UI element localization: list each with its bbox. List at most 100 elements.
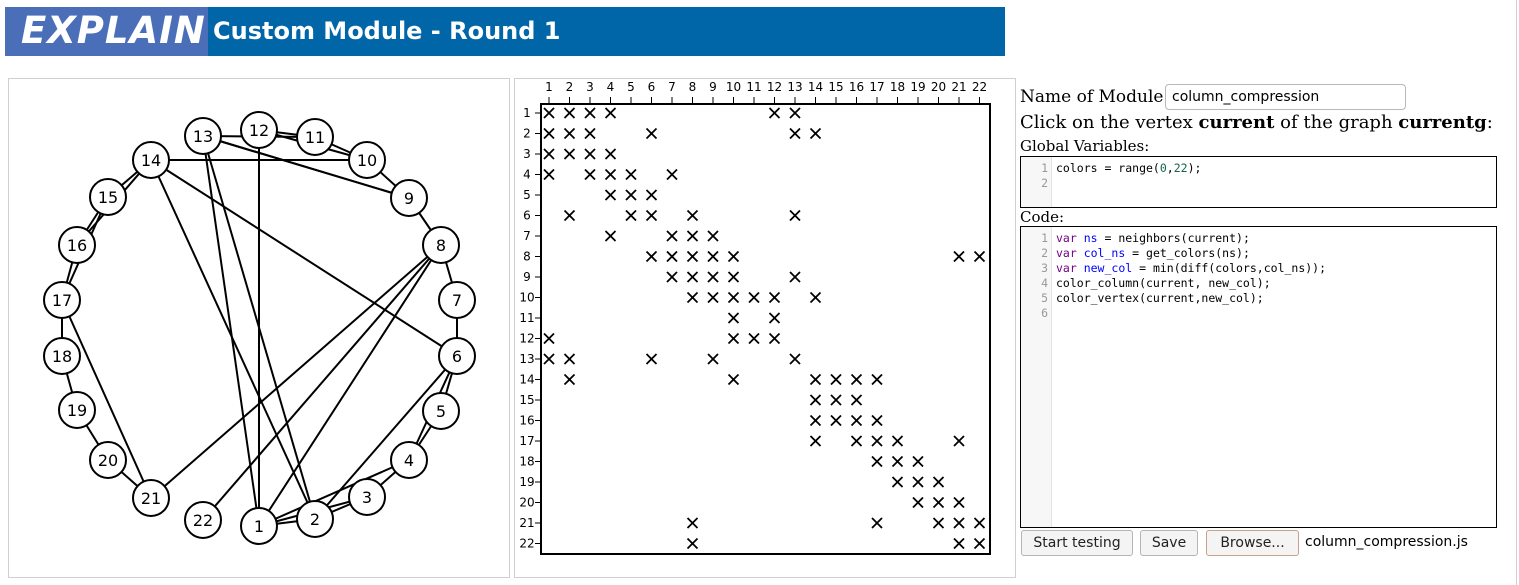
code-line[interactable]: 6 bbox=[1021, 306, 1496, 321]
graph-vertex-3[interactable]: 3 bbox=[348, 478, 386, 516]
matrix-mark-1-4[interactable] bbox=[604, 107, 617, 119]
matrix-mark-2-1[interactable] bbox=[543, 127, 555, 140]
graph-edge-8-21[interactable] bbox=[150, 244, 442, 499]
vertex-circle[interactable] bbox=[422, 392, 460, 430]
matrix-mark-12-11[interactable] bbox=[748, 332, 760, 345]
matrix-mark-9-13[interactable] bbox=[789, 271, 801, 283]
matrix-mark-8-10[interactable] bbox=[727, 250, 740, 263]
matrix-mark-15-15[interactable] bbox=[830, 394, 842, 406]
graph-vertex-12[interactable]: 12 bbox=[240, 111, 278, 149]
vertex-circle[interactable] bbox=[43, 337, 81, 375]
matrix-mark-5-6[interactable] bbox=[645, 189, 658, 201]
matrix-mark-19-19[interactable] bbox=[912, 476, 924, 488]
matrix-mark-10-8[interactable] bbox=[686, 291, 699, 304]
vertex-circle[interactable] bbox=[390, 441, 428, 479]
matrix-mark-21-22[interactable] bbox=[973, 517, 986, 529]
code-line[interactable]: 5 color_vertex(current,new_col); bbox=[1021, 291, 1496, 306]
matrix-mark-21-21[interactable] bbox=[953, 517, 965, 529]
vertex-circle[interactable] bbox=[438, 337, 476, 375]
browse-button[interactable]: Browse... bbox=[1206, 530, 1299, 556]
matrix-mark-17-16[interactable] bbox=[850, 435, 863, 447]
matrix-mark-1-2[interactable] bbox=[563, 107, 576, 119]
graph-edge-1-13[interactable] bbox=[202, 135, 260, 527]
matrix-mark-21-8[interactable] bbox=[686, 517, 699, 529]
graph-vertex-2[interactable]: 2 bbox=[296, 500, 334, 538]
graph-canvas[interactable]: 1 2 3 4 5 6 7 8 9 10 11 12 13 14 15 16 17 18 19 20 21 22 bbox=[8, 78, 510, 578]
matrix-mark-9-10[interactable] bbox=[727, 271, 740, 283]
matrix-mark-22-22[interactable] bbox=[973, 537, 986, 550]
graph-vertex-10[interactable]: 10 bbox=[348, 141, 386, 179]
matrix-mark-1-1[interactable] bbox=[543, 107, 555, 119]
matrix-mark-21-20[interactable] bbox=[932, 517, 945, 529]
graph-edge-2-14[interactable] bbox=[150, 159, 316, 520]
graph-edge-8-22[interactable] bbox=[202, 244, 442, 521]
matrix-mark-10-10[interactable] bbox=[727, 291, 740, 304]
graph-edge-2-13[interactable] bbox=[202, 135, 316, 520]
vertex-circle[interactable] bbox=[438, 281, 476, 319]
graph-edge-1-4[interactable] bbox=[258, 459, 410, 527]
matrix-mark-15-14[interactable] bbox=[809, 394, 822, 406]
matrix-mark-7-8[interactable] bbox=[686, 230, 699, 242]
vertex-circle[interactable] bbox=[89, 178, 127, 216]
vertex-circle[interactable] bbox=[240, 111, 278, 149]
matrix-mark-17-14[interactable] bbox=[809, 435, 822, 447]
matrix-mark-7-4[interactable] bbox=[604, 230, 617, 242]
matrix-mark-14-15[interactable] bbox=[830, 373, 842, 386]
matrix-mark-10-12[interactable] bbox=[768, 291, 781, 304]
graph-vertex-18[interactable]: 18 bbox=[43, 337, 81, 375]
matrix-mark-14-17[interactable] bbox=[871, 373, 883, 386]
matrix-mark-22-21[interactable] bbox=[953, 537, 965, 550]
graph-vertex-17[interactable]: 17 bbox=[43, 281, 81, 319]
matrix-mark-19-20[interactable] bbox=[932, 476, 945, 488]
matrix-mark-8-8[interactable] bbox=[686, 250, 699, 263]
matrix-mark-14-2[interactable] bbox=[563, 373, 576, 386]
matrix-mark-4-5[interactable] bbox=[625, 168, 637, 181]
matrix-mark-4-3[interactable] bbox=[584, 168, 596, 181]
matrix-mark-8-22[interactable] bbox=[973, 250, 986, 263]
vertex-circle[interactable] bbox=[132, 479, 170, 517]
vertex-circle[interactable] bbox=[348, 141, 386, 179]
code-line[interactable]: 2 var col_ns = get_colors(ns); bbox=[1021, 246, 1496, 261]
matrix-mark-1-12[interactable] bbox=[768, 107, 781, 119]
vertex-circle[interactable] bbox=[89, 441, 127, 479]
matrix-mark-13-1[interactable] bbox=[543, 353, 555, 365]
matrix-mark-6-8[interactable] bbox=[686, 209, 699, 222]
matrix-mark-19-18[interactable] bbox=[891, 476, 904, 488]
matrix-mark-11-10[interactable] bbox=[727, 312, 740, 324]
matrix-mark-17-18[interactable] bbox=[891, 435, 904, 447]
matrix-mark-8-9[interactable] bbox=[707, 250, 719, 263]
matrix-mark-16-17[interactable] bbox=[871, 414, 883, 427]
graph-edge-13-9[interactable] bbox=[202, 135, 410, 199]
matrix-mark-12-10[interactable] bbox=[727, 332, 740, 345]
code-line[interactable]: 1 colors = range(0,22); bbox=[1021, 161, 1496, 176]
matrix-mark-6-13[interactable] bbox=[789, 209, 801, 222]
matrix-mark-1-3[interactable] bbox=[584, 107, 596, 119]
matrix-mark-6-5[interactable] bbox=[625, 209, 637, 222]
vertex-circle[interactable] bbox=[184, 501, 222, 539]
matrix-mark-8-7[interactable] bbox=[666, 250, 678, 263]
graph-vertex-9[interactable]: 9 bbox=[390, 179, 428, 217]
vertex-circle[interactable] bbox=[348, 478, 386, 516]
matrix-mark-14-10[interactable] bbox=[727, 373, 740, 386]
graph-edge-6-14[interactable] bbox=[150, 159, 458, 357]
code-line[interactable]: 2 bbox=[1021, 176, 1496, 191]
matrix-mark-20-21[interactable] bbox=[953, 496, 965, 509]
matrix-mark-5-4[interactable] bbox=[604, 189, 617, 201]
matrix-mark-15-16[interactable] bbox=[850, 394, 863, 406]
vertex-circle[interactable] bbox=[184, 117, 222, 155]
matrix-mark-4-7[interactable] bbox=[666, 168, 678, 181]
matrix-mark-17-17[interactable] bbox=[871, 435, 883, 447]
graph-edge-2-6[interactable] bbox=[314, 355, 458, 520]
matrix-mark-13-6[interactable] bbox=[645, 353, 658, 365]
save-button[interactable]: Save bbox=[1140, 530, 1198, 556]
vertex-circle[interactable] bbox=[132, 141, 170, 179]
code-line[interactable]: 1 var ns = neighbors(current); bbox=[1021, 231, 1496, 246]
matrix-mark-13-13[interactable] bbox=[789, 353, 801, 365]
matrix-mark-16-15[interactable] bbox=[830, 414, 842, 427]
module-name-input[interactable] bbox=[1165, 84, 1406, 110]
matrix-mark-3-3[interactable] bbox=[584, 148, 596, 160]
code-editor[interactable]: 1 var ns = neighbors(current); 2 var col_ns… bbox=[1020, 226, 1497, 528]
matrix-canvas[interactable]: 1 2 3 4 5 6 7 8 9 10 11 12 13 14 15 16 17 18 19 20 21 22 1 2 3 4 5… bbox=[514, 78, 1016, 578]
graph-vertex-5[interactable]: 5 bbox=[422, 392, 460, 430]
graph-vertex-6[interactable]: 6 bbox=[438, 337, 476, 375]
